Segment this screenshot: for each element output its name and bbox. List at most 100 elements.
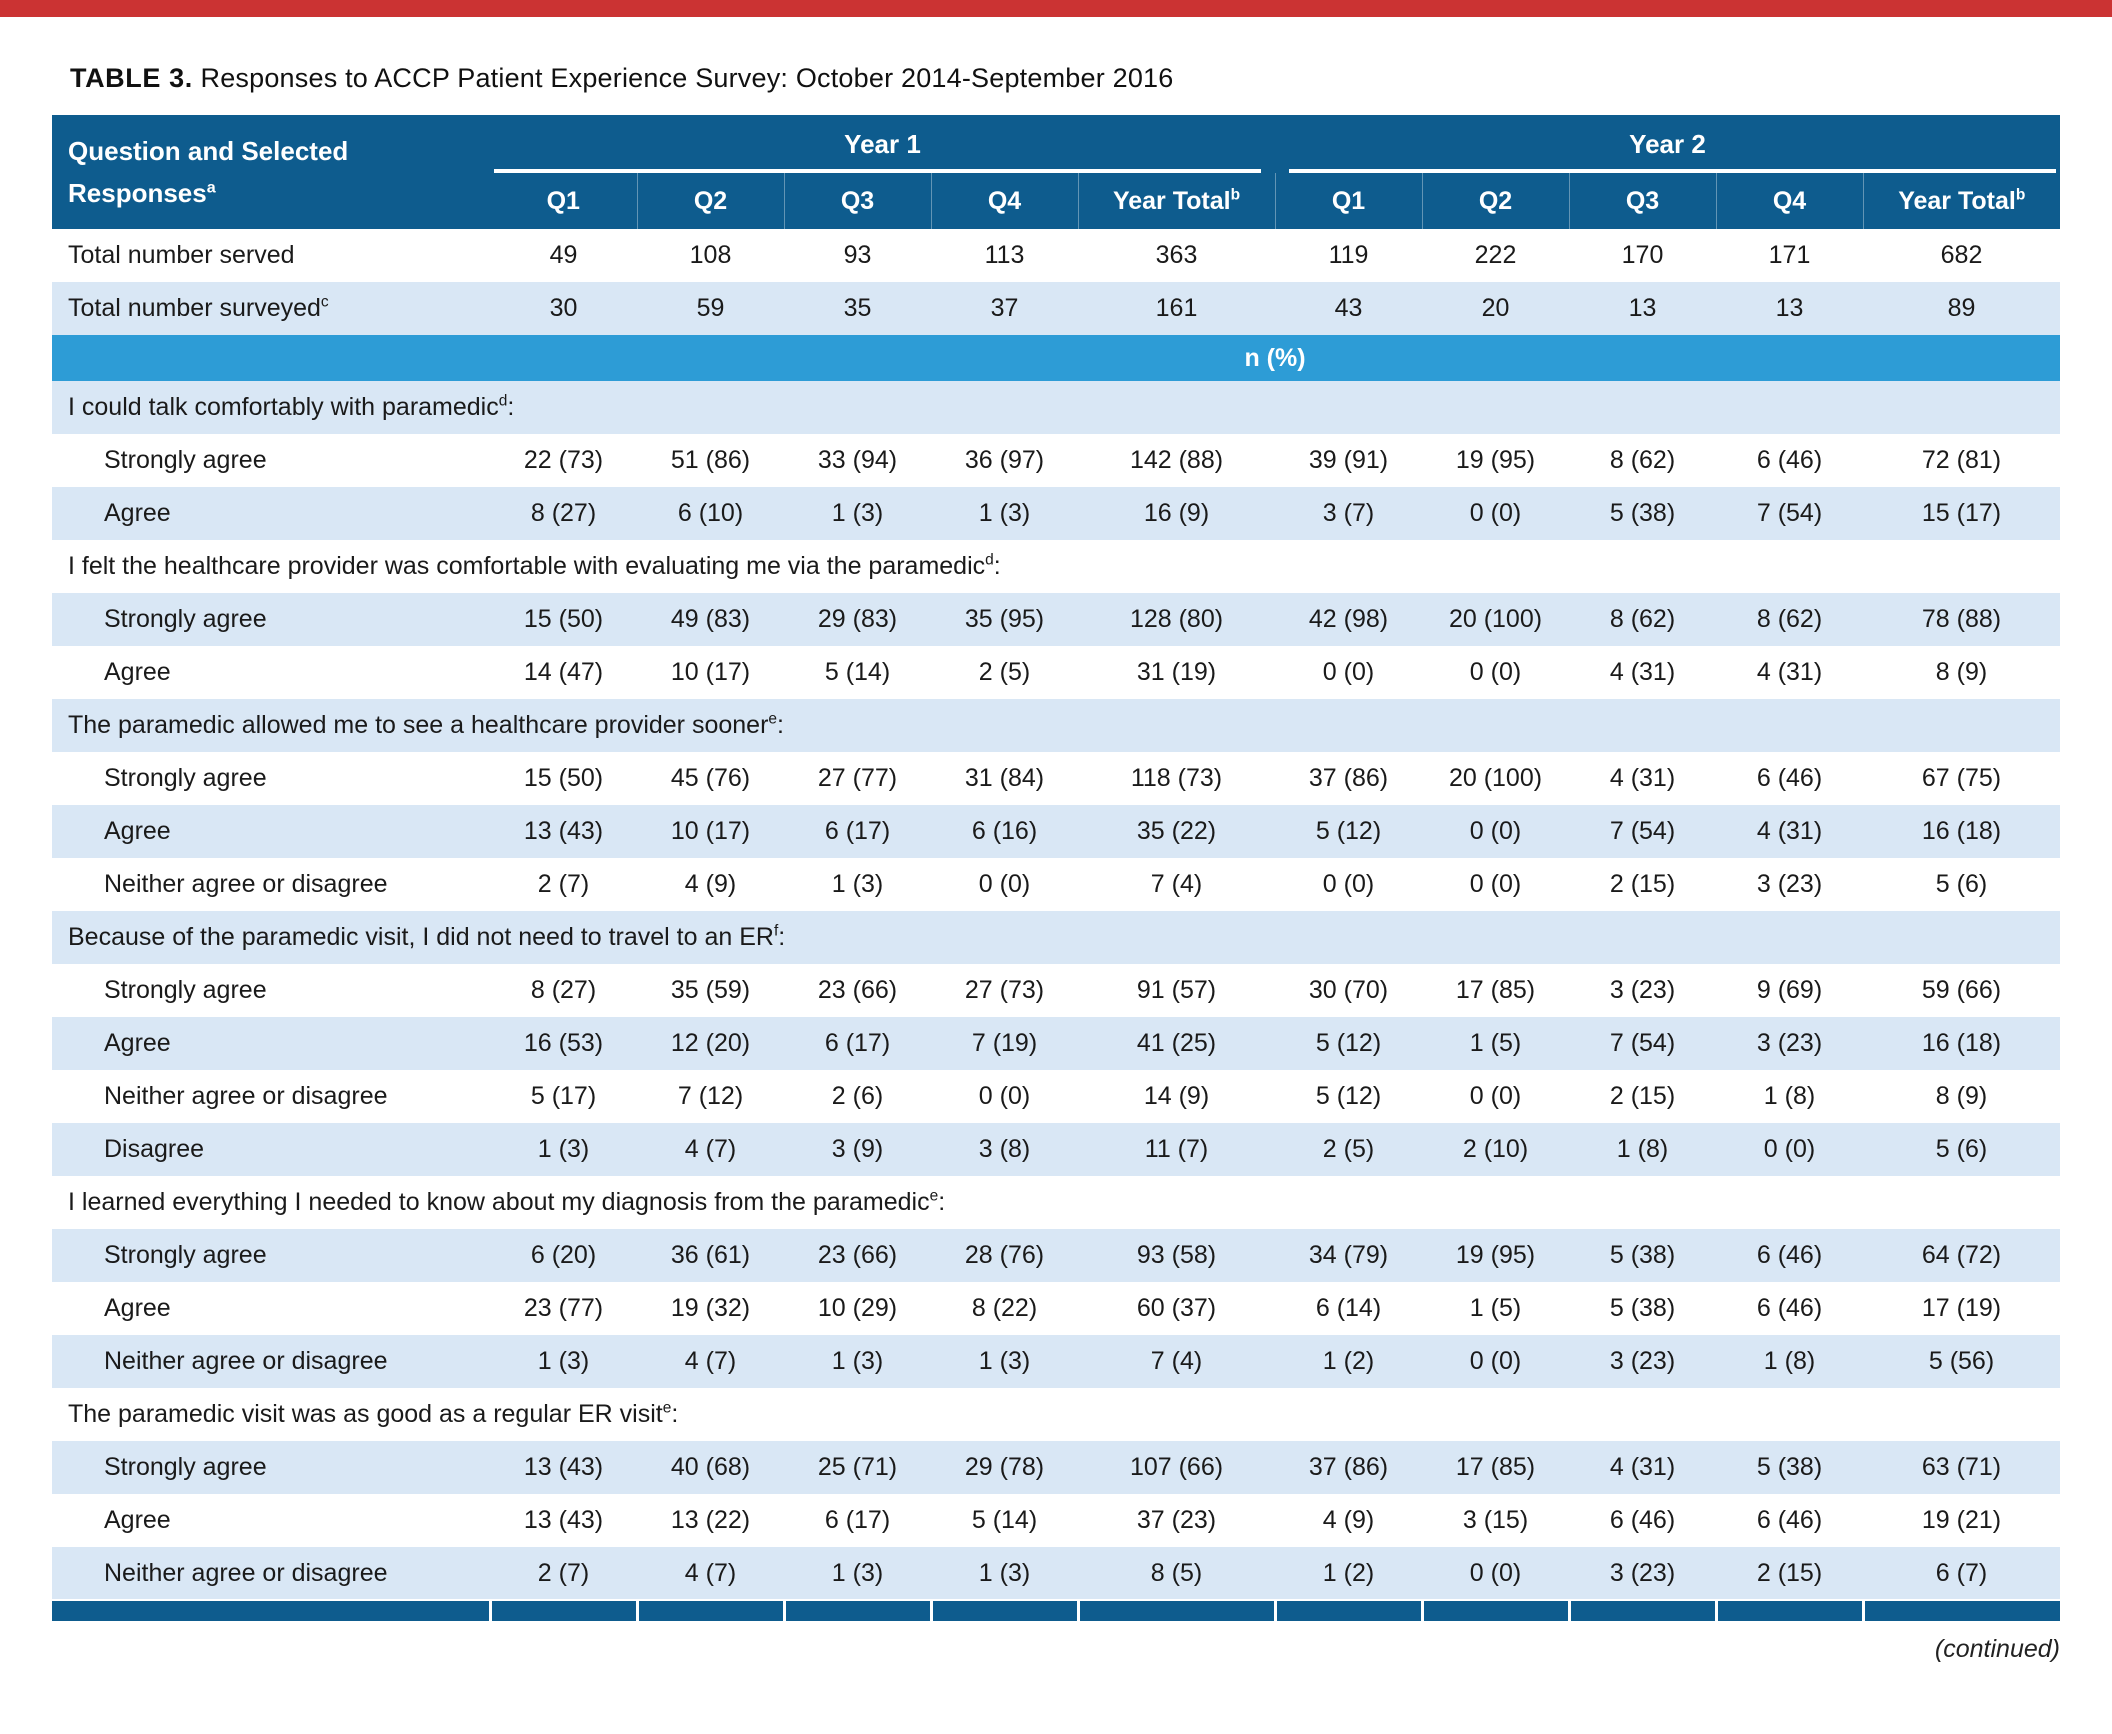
- cell-value: 6 (10): [637, 487, 784, 540]
- cell-value: 13 (43): [490, 1441, 637, 1494]
- cell-value: 29 (78): [931, 1441, 1078, 1494]
- bottom-bar-segment: [52, 1599, 490, 1621]
- table-row: Strongly agree 22 (73) 51 (86) 33 (94) 36 (9…: [52, 434, 2060, 487]
- cell-value: 5 (6): [1863, 1123, 2060, 1176]
- cell-value: 8 (9): [1863, 1070, 2060, 1123]
- bottom-bar-segment: [1861, 1599, 2060, 1621]
- cell-value: 72 (81): [1863, 434, 2060, 487]
- table-row: Neither agree or disagree 5 (17) 7 (12) 2 (…: [52, 1070, 2060, 1123]
- cell-value: 30: [490, 282, 637, 335]
- cell-value: 6 (17): [784, 1494, 931, 1547]
- quarter-column-header: Q2: [1421, 173, 1569, 229]
- cell-value: 3 (7): [1275, 487, 1422, 540]
- cell-value: 15 (50): [490, 593, 637, 646]
- bottom-bar-segment: [1567, 1599, 1716, 1621]
- cell-value: 20: [1422, 282, 1569, 335]
- cell-value: 7 (12): [637, 1070, 784, 1123]
- cell-value: 14 (47): [490, 646, 637, 699]
- cell-value: 7 (19): [931, 1017, 1078, 1070]
- cell-value: 20 (100): [1422, 593, 1569, 646]
- year-group-label: Year 1: [844, 128, 921, 159]
- bottom-bar-segment: [1420, 1599, 1569, 1621]
- cell-value: 29 (83): [784, 593, 931, 646]
- cell-value: 16 (9): [1078, 487, 1275, 540]
- cell-value: 19 (95): [1422, 434, 1569, 487]
- cell-value: 6 (7): [1863, 1547, 2060, 1600]
- cell-value: 1 (3): [490, 1335, 637, 1388]
- survey-table: Question and Selected Responsesa Year 1 Yea…: [52, 115, 2060, 1621]
- cell-value: 35 (59): [637, 964, 784, 1017]
- question-label: I could talk comfortably with paramedicd…: [52, 381, 2060, 434]
- cell-value: 4 (7): [637, 1123, 784, 1176]
- cell-value: 6 (46): [1716, 1229, 1863, 1282]
- row-label: Agree: [52, 646, 490, 699]
- cell-value: 41 (25): [1078, 1017, 1275, 1070]
- cell-value: 33 (94): [784, 434, 931, 487]
- cell-value: 3 (23): [1569, 1547, 1716, 1600]
- cell-value: 8 (62): [1569, 593, 1716, 646]
- cell-value: 4 (31): [1716, 646, 1863, 699]
- cell-value: 107 (66): [1078, 1441, 1275, 1494]
- cell-value: 64 (72): [1863, 1229, 2060, 1282]
- row-label: Strongly agree: [52, 593, 490, 646]
- cell-value: 0 (0): [1422, 646, 1569, 699]
- cell-value: 1 (8): [1716, 1070, 1863, 1123]
- cell-value: 5 (14): [784, 646, 931, 699]
- table-row: Agree 16 (53) 12 (20) 6 (17) 7 (19) 41 (25) 5 …: [52, 1017, 2060, 1070]
- cell-value: 13 (43): [490, 805, 637, 858]
- cell-value: 13: [1569, 282, 1716, 335]
- cell-value: 27 (77): [784, 752, 931, 805]
- cell-value: 3 (9): [784, 1123, 931, 1176]
- cell-value: 6 (46): [1716, 434, 1863, 487]
- row-label: Strongly agree: [52, 964, 490, 1017]
- cell-value: 5 (38): [1716, 1441, 1863, 1494]
- cell-value: 6 (46): [1569, 1494, 1716, 1547]
- bottom-bar-segment: [1714, 1599, 1863, 1621]
- cell-value: 2 (6): [784, 1070, 931, 1123]
- cell-value: 8 (9): [1863, 646, 2060, 699]
- row-label: Disagree: [52, 1123, 490, 1176]
- table-row: Agree 13 (43) 13 (22) 6 (17) 5 (14) 37 (23) 4 …: [52, 1494, 2060, 1547]
- continued-note: (continued): [1934, 1635, 2060, 1663]
- table-row: Strongly agree 15 (50) 49 (83) 29 (83) 35 (9…: [52, 593, 2060, 646]
- cell-value: 1 (3): [490, 1123, 637, 1176]
- cell-value: 16 (18): [1863, 1017, 2060, 1070]
- row-label: Agree: [52, 1017, 490, 1070]
- year-group-underline: [1289, 169, 2056, 173]
- bottom-bar-segment: [1076, 1599, 1275, 1621]
- cell-value: 5 (38): [1569, 1282, 1716, 1335]
- cell-value: 27 (73): [931, 964, 1078, 1017]
- cell-value: 22 (73): [490, 434, 637, 487]
- table-row: Strongly agree 13 (43) 40 (68) 25 (71) 29 (7…: [52, 1441, 2060, 1494]
- cell-value: 2 (7): [490, 1547, 637, 1600]
- cell-value: 0 (0): [1422, 805, 1569, 858]
- cell-value: 93 (58): [1078, 1229, 1275, 1282]
- bottom-bar-segment: [782, 1599, 931, 1621]
- table-row: Agree 23 (77) 19 (32) 10 (29) 8 (22) 60 (37) 6…: [52, 1282, 2060, 1335]
- bottom-bar-segment: [635, 1599, 784, 1621]
- table-number-label: TABLE 3.: [70, 63, 193, 93]
- cell-value: 6 (17): [784, 1017, 931, 1070]
- cell-value: 37 (86): [1275, 1441, 1422, 1494]
- question-label: The paramedic visit was as good as a reg…: [52, 1388, 2060, 1441]
- question-row: I could talk comfortably with paramedicd…: [52, 381, 2060, 434]
- quarter-column-header: Year Totalb: [1862, 173, 2060, 229]
- quarter-column-header: Q2: [636, 173, 784, 229]
- cell-value: 3 (23): [1569, 964, 1716, 1017]
- bottom-bar-segment: [488, 1599, 637, 1621]
- cell-value: 31 (19): [1078, 646, 1275, 699]
- cell-value: 8 (27): [490, 964, 637, 1017]
- quarter-column-header: Q1: [1274, 173, 1422, 229]
- cell-value: 8 (62): [1569, 434, 1716, 487]
- table-row: Agree 8 (27) 6 (10) 1 (3) 1 (3) 16 (9) 3 (7) 0 …: [52, 487, 2060, 540]
- row-label: Strongly agree: [52, 1229, 490, 1282]
- cell-value: 5 (12): [1275, 1017, 1422, 1070]
- bottom-bar-segment: [1273, 1599, 1422, 1621]
- question-label: I felt the healthcare provider was comfo…: [52, 540, 2060, 593]
- row-label: Neither agree or disagree: [52, 858, 490, 911]
- cell-value: 59 (66): [1863, 964, 2060, 1017]
- cell-value: 51 (86): [637, 434, 784, 487]
- question-label: I learned everything I needed to know ab…: [52, 1176, 2060, 1229]
- question-row: I felt the healthcare provider was comfo…: [52, 540, 2060, 593]
- cell-value: 2 (15): [1716, 1547, 1863, 1600]
